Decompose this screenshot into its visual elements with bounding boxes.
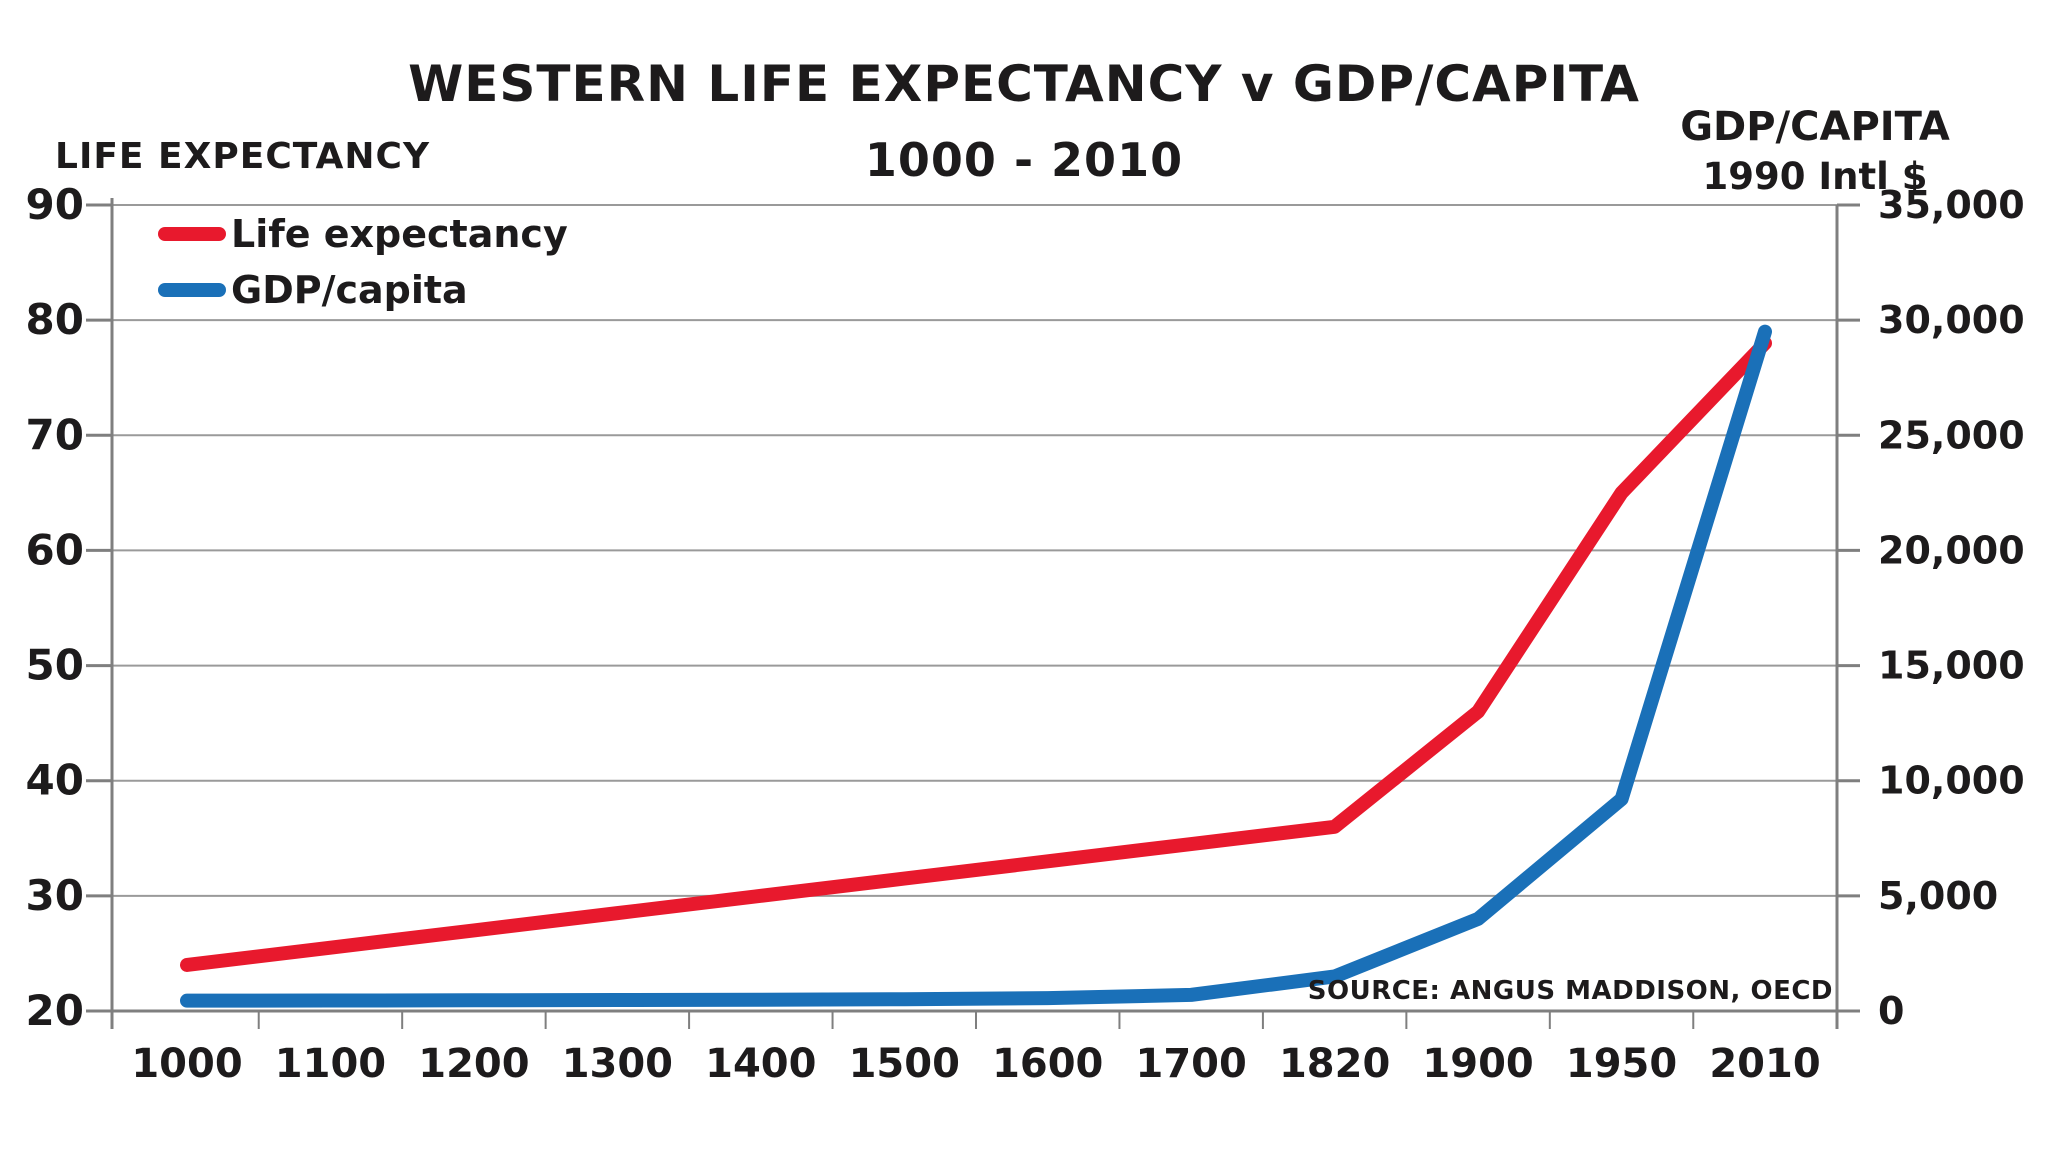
legend-item-gdp-capita: GDP/capita bbox=[158, 262, 568, 318]
x-axis-tick-label: 1300 bbox=[562, 1041, 673, 1087]
right-axis-tick-label: 10,000 bbox=[1878, 759, 2025, 803]
left-axis-tick-label: 70 bbox=[26, 410, 84, 459]
series-line-gdp-capita bbox=[180, 324, 1772, 1008]
right-axis-tick-label: 30,000 bbox=[1878, 298, 2025, 342]
x-axis-tick-label: 2010 bbox=[1709, 1041, 1820, 1087]
left-axis-tick-label: 50 bbox=[26, 641, 84, 690]
left-axis-tick-label: 20 bbox=[26, 986, 84, 1035]
left-axis-tick-label: 40 bbox=[26, 756, 84, 805]
left-axis-tick-label: 30 bbox=[26, 871, 84, 920]
x-axis-tick-label: 1820 bbox=[1279, 1041, 1390, 1087]
x-axis-tick-label: 1600 bbox=[992, 1041, 1103, 1087]
left-axis-tick-label: 80 bbox=[26, 295, 84, 344]
legend-swatch-life-expectancy bbox=[158, 227, 226, 241]
right-axis-tick-label: 20,000 bbox=[1878, 528, 2025, 572]
x-axis-tick-label: 1500 bbox=[849, 1041, 960, 1087]
left-axis-title: LIFE EXPECTANCY bbox=[55, 136, 431, 177]
x-axis-tick-label: 1700 bbox=[1136, 1041, 1247, 1087]
right-axis-tick-label: 15,000 bbox=[1878, 644, 2025, 688]
chart-subtitle: 1000 - 2010 bbox=[864, 133, 1184, 187]
x-axis-tick-label: 1200 bbox=[418, 1041, 529, 1087]
legend-label-gdp-capita: GDP/capita bbox=[231, 268, 468, 312]
chart-title: WESTERN LIFE EXPECTANCY v GDP/CAPITA bbox=[408, 55, 1640, 113]
left-axis-tick-label: 90 bbox=[26, 180, 84, 229]
right-axis-title: GDP/CAPITA 1990 Intl $ bbox=[1660, 103, 1970, 201]
left-axis-tick-label: 60 bbox=[26, 525, 84, 574]
series-line-life-expectancy bbox=[180, 336, 1772, 972]
right-axis-tick-label: 0 bbox=[1878, 989, 1904, 1033]
right-axis-tick-label: 25,000 bbox=[1878, 413, 2025, 457]
right-axis-title-line1: GDP/CAPITA bbox=[1680, 104, 1950, 150]
source-note: SOURCE: ANGUS MADDISON, OECD bbox=[1307, 976, 1833, 1006]
legend: Life expectancy GDP/capita bbox=[158, 206, 568, 318]
x-axis-tick-label: 1900 bbox=[1422, 1041, 1533, 1087]
x-axis-tick-label: 1950 bbox=[1566, 1041, 1677, 1087]
legend-swatch-gdp-capita bbox=[158, 283, 226, 297]
x-axis-tick-label: 1100 bbox=[275, 1041, 386, 1087]
right-axis-title-line2: 1990 Intl $ bbox=[1702, 154, 1928, 198]
legend-label-life-expectancy: Life expectancy bbox=[231, 212, 568, 256]
right-axis-tick-label: 35,000 bbox=[1878, 183, 2025, 227]
x-axis-tick-label: 1400 bbox=[705, 1041, 816, 1087]
legend-item-life-expectancy: Life expectancy bbox=[158, 206, 568, 262]
right-axis-tick-label: 5,000 bbox=[1878, 874, 1998, 918]
x-axis-tick-label: 1000 bbox=[131, 1041, 242, 1087]
